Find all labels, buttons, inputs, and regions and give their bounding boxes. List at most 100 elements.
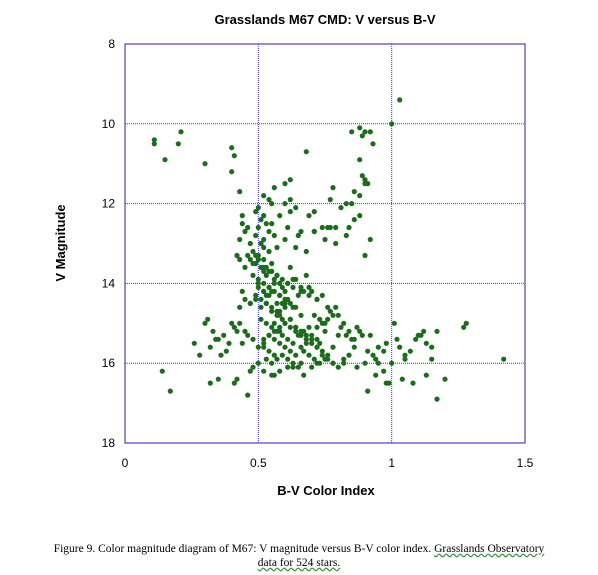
data-point (242, 328, 248, 334)
data-point (242, 296, 248, 302)
data-point (215, 376, 221, 382)
data-point (258, 316, 264, 322)
data-point (239, 213, 245, 219)
data-point (263, 356, 269, 362)
data-point (253, 232, 259, 239)
data-point (301, 348, 307, 354)
data-point (370, 352, 376, 358)
data-point (269, 221, 275, 227)
data-point (351, 344, 357, 350)
data-point (354, 364, 360, 370)
data-point (253, 260, 259, 267)
data-point (373, 372, 379, 378)
data-point (306, 213, 312, 219)
data-point (429, 344, 435, 350)
data-point (237, 236, 243, 243)
data-point (367, 332, 373, 338)
data-point (202, 320, 208, 326)
data-point (175, 141, 181, 147)
data-point (269, 304, 275, 310)
data-point (389, 360, 395, 366)
data-point (389, 121, 395, 127)
data-point (357, 125, 363, 131)
data-point (298, 328, 304, 334)
data-point (349, 336, 355, 342)
data-point (266, 228, 272, 235)
data-point (215, 336, 221, 342)
data-point (306, 292, 312, 298)
data-point (311, 356, 317, 362)
data-point (413, 336, 419, 342)
data-point (191, 340, 197, 346)
plot-frame (124, 43, 526, 444)
data-point (303, 340, 309, 346)
data-point (250, 272, 256, 278)
data-point (287, 209, 293, 215)
data-point (298, 332, 304, 338)
data-point (349, 201, 355, 207)
data-point (309, 332, 315, 338)
data-point (271, 185, 277, 191)
data-point (341, 356, 347, 362)
data-point (167, 388, 173, 394)
data-point (418, 332, 424, 338)
data-point (277, 292, 283, 298)
data-point (341, 360, 347, 366)
data-point (266, 248, 272, 255)
data-point (287, 197, 293, 203)
data-point (365, 181, 371, 187)
data-point (282, 304, 288, 310)
data-point (287, 348, 293, 354)
data-point (285, 336, 291, 342)
data-point (357, 328, 363, 334)
data-point (266, 284, 272, 290)
data-point (269, 288, 275, 294)
y-tick-label: 18 (102, 436, 116, 450)
data-point (269, 308, 275, 314)
data-point (367, 129, 373, 135)
data-point (434, 328, 440, 334)
y-tick-labels: 8 10 12 14 16 18 (102, 37, 116, 450)
data-point (207, 344, 213, 350)
data-point (333, 240, 339, 247)
data-point (271, 276, 277, 282)
data-point (303, 272, 309, 278)
data-point (333, 304, 339, 310)
data-point (429, 356, 435, 362)
data-point (261, 244, 267, 251)
data-point (391, 320, 397, 326)
cmd-scatter-chart: Grasslands M67 CMD: V versus B-V 0 0.5 1 1.… (53, 12, 534, 498)
figure-caption: Figure 9. Color magnitude diagram of M67… (0, 542, 598, 570)
data-point (309, 340, 315, 346)
data-point (261, 368, 267, 374)
data-point (319, 224, 325, 231)
data-point (271, 232, 277, 239)
data-point (333, 224, 339, 231)
data-point (285, 224, 291, 231)
x-tick-labels: 0 0.5 1 1.5 (122, 456, 534, 470)
data-point (263, 292, 269, 298)
data-point (282, 201, 288, 207)
data-point (242, 264, 248, 270)
data-point (279, 276, 285, 282)
data-point (290, 340, 296, 346)
data-point (282, 288, 288, 294)
data-point (223, 348, 229, 354)
data-point (383, 340, 389, 346)
data-point (359, 173, 365, 179)
data-point (325, 352, 331, 358)
data-point (322, 236, 328, 243)
data-point (255, 252, 261, 259)
data-point (274, 300, 280, 306)
data-point (338, 324, 344, 330)
data-point (253, 292, 259, 298)
data-point (290, 284, 296, 290)
data-point (162, 157, 168, 163)
data-point (261, 340, 267, 346)
data-point (245, 392, 251, 398)
data-point (245, 252, 251, 259)
data-point (322, 356, 328, 362)
data-point (421, 328, 427, 334)
data-point (269, 360, 275, 366)
data-point (231, 153, 237, 159)
